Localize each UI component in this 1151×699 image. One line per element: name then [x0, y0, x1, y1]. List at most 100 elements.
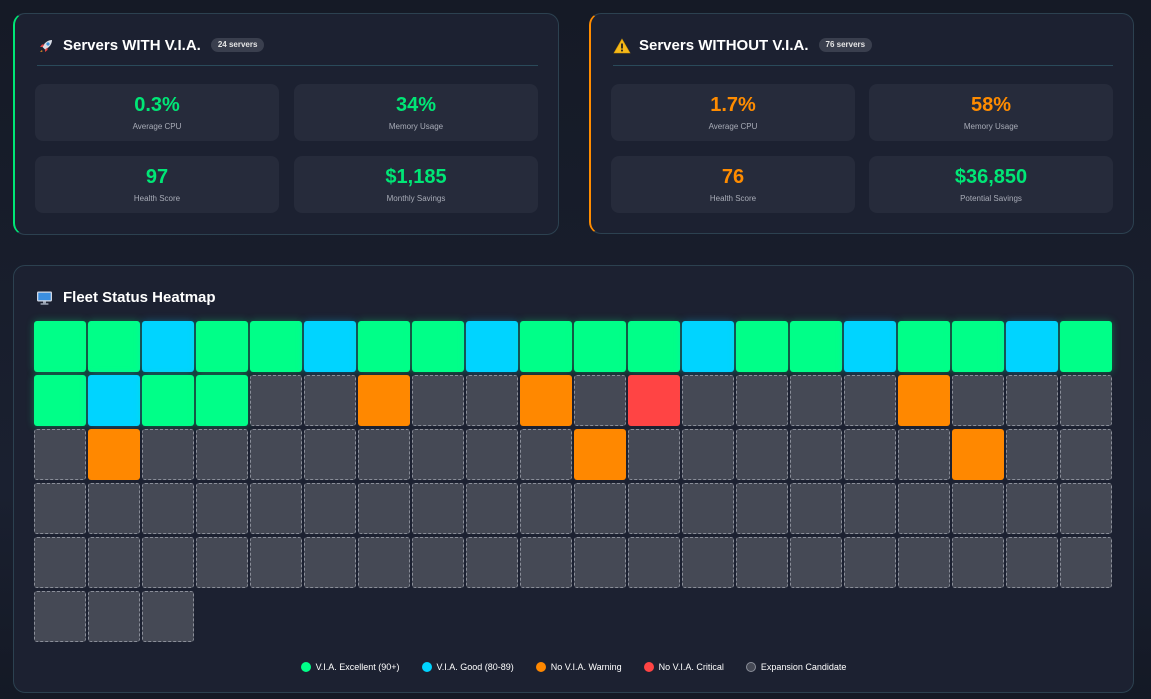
server-cell-candidate[interactable]	[250, 429, 302, 480]
server-cell-excellent[interactable]	[358, 321, 410, 372]
server-cell-candidate[interactable]	[142, 429, 194, 480]
server-cell-candidate[interactable]	[1006, 429, 1058, 480]
server-cell-candidate[interactable]	[844, 483, 896, 534]
server-cell-candidate[interactable]	[250, 375, 302, 426]
server-cell-candidate[interactable]	[790, 537, 842, 588]
server-cell-candidate[interactable]	[736, 375, 788, 426]
server-cell-candidate[interactable]	[34, 591, 86, 642]
server-cell-candidate[interactable]	[628, 429, 680, 480]
server-cell-candidate[interactable]	[736, 537, 788, 588]
server-cell-candidate[interactable]	[574, 537, 626, 588]
server-cell-candidate[interactable]	[1006, 483, 1058, 534]
server-cell-candidate[interactable]	[628, 483, 680, 534]
server-cell-candidate[interactable]	[898, 537, 950, 588]
server-cell-candidate[interactable]	[898, 429, 950, 480]
server-cell-candidate[interactable]	[358, 537, 410, 588]
server-cell-candidate[interactable]	[304, 375, 356, 426]
server-cell-candidate[interactable]	[304, 429, 356, 480]
server-cell-candidate[interactable]	[142, 483, 194, 534]
server-cell-candidate[interactable]	[466, 429, 518, 480]
server-cell-candidate[interactable]	[412, 537, 464, 588]
server-cell-excellent[interactable]	[34, 375, 86, 426]
server-cell-candidate[interactable]	[358, 483, 410, 534]
server-cell-excellent[interactable]	[790, 321, 842, 372]
server-cell-excellent[interactable]	[574, 321, 626, 372]
server-cell-candidate[interactable]	[358, 429, 410, 480]
server-cell-warning[interactable]	[88, 429, 140, 480]
server-cell-good[interactable]	[1006, 321, 1058, 372]
server-cell-candidate[interactable]	[520, 483, 572, 534]
server-cell-good[interactable]	[88, 375, 140, 426]
server-cell-candidate[interactable]	[412, 375, 464, 426]
server-cell-candidate[interactable]	[682, 483, 734, 534]
server-cell-critical[interactable]	[628, 375, 680, 426]
server-cell-candidate[interactable]	[34, 483, 86, 534]
server-cell-good[interactable]	[142, 321, 194, 372]
server-cell-excellent[interactable]	[736, 321, 788, 372]
server-cell-candidate[interactable]	[196, 483, 248, 534]
server-cell-candidate[interactable]	[898, 483, 950, 534]
server-cell-candidate[interactable]	[574, 375, 626, 426]
server-cell-candidate[interactable]	[574, 483, 626, 534]
server-cell-candidate[interactable]	[466, 375, 518, 426]
server-cell-excellent[interactable]	[196, 375, 248, 426]
server-cell-candidate[interactable]	[1006, 375, 1058, 426]
server-cell-excellent[interactable]	[628, 321, 680, 372]
server-cell-warning[interactable]	[358, 375, 410, 426]
server-cell-candidate[interactable]	[952, 375, 1004, 426]
server-cell-good[interactable]	[304, 321, 356, 372]
server-cell-warning[interactable]	[952, 429, 1004, 480]
server-cell-candidate[interactable]	[1060, 483, 1112, 534]
server-cell-good[interactable]	[844, 321, 896, 372]
server-cell-candidate[interactable]	[790, 483, 842, 534]
server-cell-excellent[interactable]	[1060, 321, 1112, 372]
server-cell-excellent[interactable]	[898, 321, 950, 372]
server-cell-good[interactable]	[466, 321, 518, 372]
server-cell-candidate[interactable]	[628, 537, 680, 588]
server-cell-candidate[interactable]	[88, 537, 140, 588]
server-cell-candidate[interactable]	[790, 375, 842, 426]
server-cell-candidate[interactable]	[250, 537, 302, 588]
server-cell-candidate[interactable]	[844, 429, 896, 480]
server-cell-excellent[interactable]	[412, 321, 464, 372]
server-cell-candidate[interactable]	[790, 429, 842, 480]
server-cell-candidate[interactable]	[142, 537, 194, 588]
server-cell-excellent[interactable]	[34, 321, 86, 372]
server-cell-candidate[interactable]	[88, 483, 140, 534]
server-cell-warning[interactable]	[898, 375, 950, 426]
server-cell-candidate[interactable]	[736, 429, 788, 480]
server-cell-good[interactable]	[682, 321, 734, 372]
server-cell-candidate[interactable]	[844, 375, 896, 426]
server-cell-candidate[interactable]	[952, 483, 1004, 534]
server-cell-candidate[interactable]	[1060, 375, 1112, 426]
server-cell-candidate[interactable]	[412, 483, 464, 534]
server-cell-candidate[interactable]	[196, 429, 248, 480]
server-cell-excellent[interactable]	[142, 375, 194, 426]
server-cell-candidate[interactable]	[1060, 429, 1112, 480]
server-cell-candidate[interactable]	[682, 537, 734, 588]
server-cell-excellent[interactable]	[952, 321, 1004, 372]
server-cell-excellent[interactable]	[88, 321, 140, 372]
server-cell-candidate[interactable]	[304, 537, 356, 588]
server-cell-candidate[interactable]	[34, 429, 86, 480]
server-cell-excellent[interactable]	[196, 321, 248, 372]
server-cell-candidate[interactable]	[520, 429, 572, 480]
server-cell-candidate[interactable]	[952, 537, 1004, 588]
server-cell-candidate[interactable]	[250, 483, 302, 534]
server-cell-excellent[interactable]	[520, 321, 572, 372]
server-cell-candidate[interactable]	[844, 537, 896, 588]
server-cell-candidate[interactable]	[520, 537, 572, 588]
server-cell-candidate[interactable]	[196, 537, 248, 588]
server-cell-candidate[interactable]	[736, 483, 788, 534]
server-cell-candidate[interactable]	[466, 537, 518, 588]
server-cell-candidate[interactable]	[1006, 537, 1058, 588]
server-cell-warning[interactable]	[574, 429, 626, 480]
server-cell-candidate[interactable]	[682, 429, 734, 480]
server-cell-warning[interactable]	[520, 375, 572, 426]
server-cell-candidate[interactable]	[88, 591, 140, 642]
server-cell-excellent[interactable]	[250, 321, 302, 372]
server-cell-candidate[interactable]	[412, 429, 464, 480]
server-cell-candidate[interactable]	[682, 375, 734, 426]
server-cell-candidate[interactable]	[1060, 537, 1112, 588]
server-cell-candidate[interactable]	[304, 483, 356, 534]
